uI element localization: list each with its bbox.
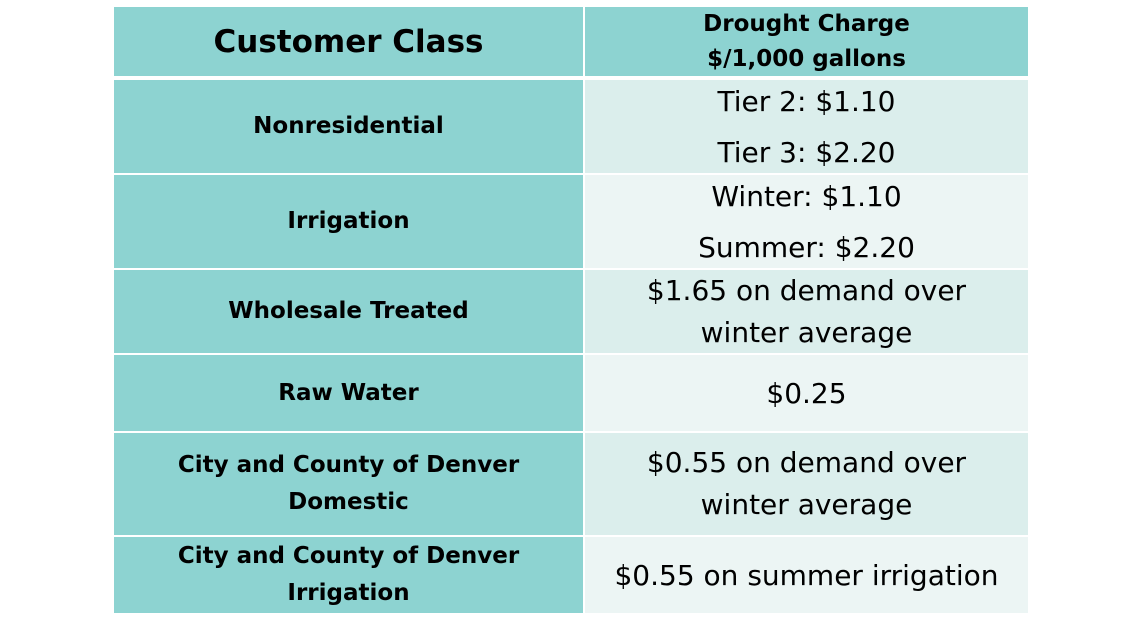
charge-cell: $0.55 on summer irrigation [585,537,1028,613]
customer-class-text: Wholesale Treated [228,298,469,324]
customer-class-cell: Wholesale Treated [114,270,585,353]
table-row: Wholesale Treated $1.65 on demand over w… [114,270,1028,355]
customer-class-cell: Nonresidential [114,80,585,173]
charge-text: Winter: $1.10 [711,179,902,213]
charge-text: $0.55 on demand over [646,446,967,479]
charge-text: winter average [700,315,913,349]
charge-text: Tier 2: $1.10 [717,84,896,118]
customer-class-text: City and County of Denver [177,452,520,478]
drought-charge-table: Customer Class Drought Charge $/1,000 ga… [114,7,1028,613]
table-row: Irrigation Winter: $1.10 Summer: $2.20 [114,175,1028,270]
customer-class-text: City and County of Denver [177,543,520,569]
table-header-row: Customer Class Drought Charge $/1,000 ga… [114,7,1028,80]
drought-charge-header-line2: $/1,000 gallons [707,45,906,72]
table-row: City and County of Denver Domestic $0.55… [114,433,1028,537]
customer-class-text: Irrigation [287,580,410,606]
charge-text: $0.25 [766,376,847,410]
customer-class-text: Raw Water [278,379,419,406]
table-row: Raw Water $0.25 [114,355,1028,433]
charge-text: Tier 3: $2.20 [717,135,896,169]
customer-class-text: Nonresidential [253,113,444,139]
charge-text: $1.65 on demand over [646,273,967,307]
charge-cell: Winter: $1.10 Summer: $2.20 [585,175,1028,268]
charge-text: $0.55 on summer irrigation [614,558,999,592]
charge-cell: $0.25 [585,355,1028,431]
table-row: City and County of Denver Irrigation $0.… [114,537,1028,613]
drought-charge-header-line1: Drought Charge [703,10,910,37]
table-row: Nonresidential Tier 2: $1.10 Tier 3: $2.… [114,80,1028,175]
customer-class-cell: City and County of Denver Domestic [114,433,585,535]
charge-cell: $1.65 on demand over winter average [585,270,1028,353]
drought-charge-header: Drought Charge $/1,000 gallons [585,7,1028,76]
customer-class-cell: City and County of Denver Irrigation [114,537,585,613]
customer-class-cell: Irrigation [114,175,585,268]
customer-class-text: Domestic [288,489,409,515]
customer-class-text: Irrigation [287,208,410,234]
charge-cell: Tier 2: $1.10 Tier 3: $2.20 [585,80,1028,173]
charge-cell: $0.55 on demand over winter average [585,433,1028,535]
charge-text: winter average [700,488,913,521]
customer-class-header: Customer Class [114,7,585,76]
charge-text: Summer: $2.20 [698,230,915,264]
customer-class-cell: Raw Water [114,355,585,431]
